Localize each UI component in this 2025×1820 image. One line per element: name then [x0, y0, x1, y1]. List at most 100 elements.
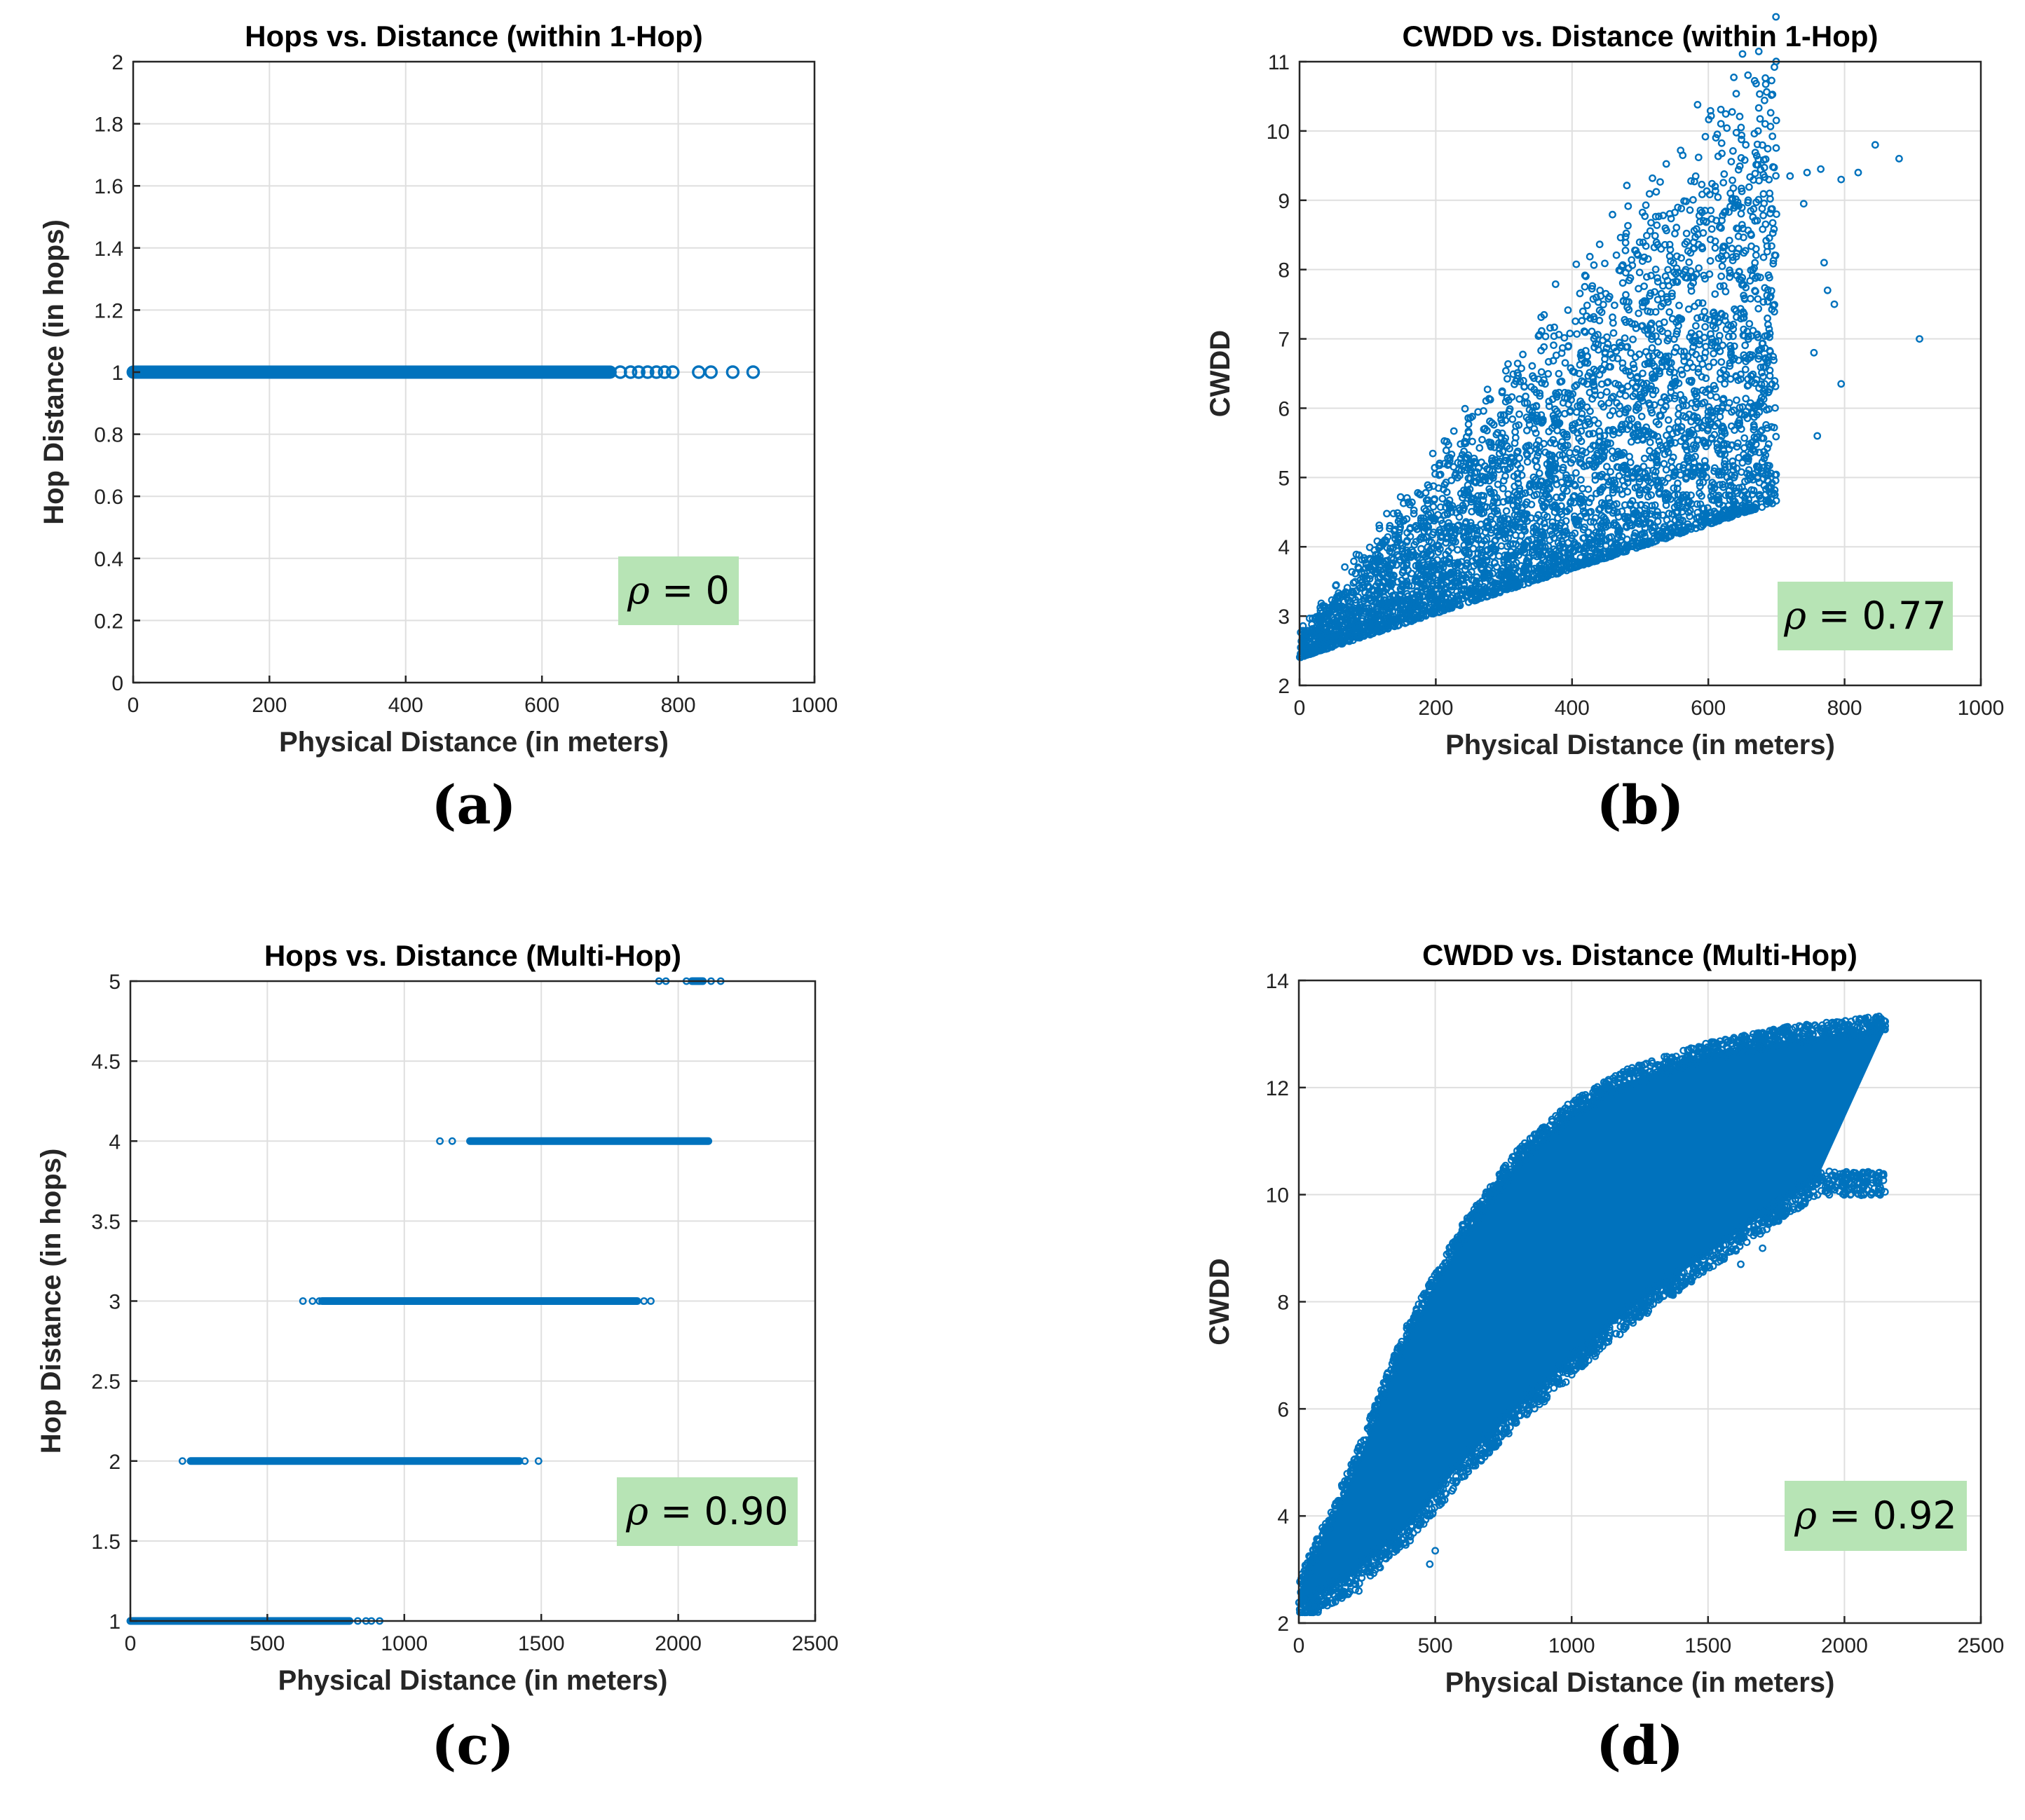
- x-tick-label: 1000: [1958, 697, 2005, 720]
- y-tick-label: 2: [109, 1451, 121, 1474]
- y-tick-label: 4: [109, 1130, 121, 1154]
- data-point: [1591, 514, 1600, 522]
- data-point: [649, 365, 664, 379]
- data-point: [1518, 364, 1526, 372]
- data-point: [1541, 380, 1549, 388]
- y-tick-label: 9: [1278, 190, 1290, 213]
- data-point: [1711, 422, 1719, 430]
- y-tick-label: 4.5: [91, 1051, 121, 1074]
- data-point: [1386, 521, 1394, 530]
- data-point: [1717, 272, 1726, 280]
- data-point: [1714, 254, 1723, 262]
- data-point: [1678, 370, 1686, 378]
- data-point: [1714, 152, 1722, 160]
- y-tick-label: 1.6: [94, 175, 123, 198]
- data-point: [641, 365, 655, 379]
- data-point: [1496, 411, 1505, 419]
- data-point: [1726, 362, 1734, 370]
- data-point: [1728, 245, 1736, 252]
- data-point: [1654, 296, 1662, 303]
- data-point: [1627, 349, 1635, 357]
- data-point: [1668, 289, 1676, 297]
- data-point: [1747, 242, 1756, 250]
- x-tick-label: 0: [128, 694, 139, 717]
- data-point: [1753, 140, 1761, 149]
- data-point: [1718, 262, 1726, 271]
- data-point: [1685, 498, 1693, 506]
- data-point: [1631, 320, 1639, 328]
- data-point: [1410, 506, 1418, 514]
- data-point: [1729, 184, 1738, 192]
- x-tick-label: 1000: [791, 694, 838, 717]
- y-tick-label: 3.5: [91, 1210, 121, 1233]
- data-point: [1601, 259, 1609, 268]
- data-point: [1551, 280, 1560, 288]
- data-point: [1707, 206, 1715, 214]
- data-point: [1544, 370, 1553, 378]
- y-tick-label: 11: [1268, 51, 1290, 74]
- data-point: [1759, 339, 1767, 348]
- data-point: [1440, 437, 1449, 445]
- data-point: [1669, 453, 1677, 461]
- data-point: [1621, 367, 1630, 375]
- data-point: [1572, 260, 1581, 268]
- y-tick-label: 3: [109, 1291, 121, 1314]
- x-tick-label: 0: [125, 1632, 137, 1655]
- data-point: [1687, 491, 1695, 500]
- data-point: [1571, 469, 1580, 477]
- data-point: [1754, 196, 1763, 204]
- data-point: [1657, 289, 1665, 298]
- y-tick-label: 1.5: [91, 1531, 121, 1554]
- data-point: [1766, 109, 1775, 117]
- data-point: [1464, 429, 1473, 437]
- data-point: [666, 365, 680, 379]
- data-point: [1586, 252, 1594, 261]
- y-tick-label: 1: [109, 1610, 121, 1634]
- data-point: [1748, 491, 1757, 498]
- data-point: [1649, 174, 1656, 182]
- data-point: [1754, 295, 1762, 303]
- data-point: [1577, 427, 1586, 435]
- subfigure-caption: (c): [431, 1714, 514, 1777]
- data-point: [657, 365, 671, 379]
- data-point: [1646, 446, 1654, 455]
- data-point: [1711, 337, 1719, 345]
- data-point: [1530, 425, 1539, 433]
- data-point: [1764, 271, 1773, 279]
- data-point: [1768, 132, 1777, 140]
- data-point: [1727, 158, 1736, 166]
- data-point: [1710, 350, 1718, 357]
- data-point: [725, 365, 740, 379]
- data-point: [1457, 466, 1466, 474]
- x-tick-label: 600: [1691, 697, 1726, 720]
- chart-a: 0 200 400 600 800 100000.20.40.60.811.21.41.6…: [39, 20, 838, 836]
- data-point: [1646, 292, 1654, 300]
- data-point: [1361, 589, 1370, 596]
- data-point: [1626, 371, 1635, 380]
- y-tick-label: 0.8: [94, 424, 123, 447]
- data-point: [1655, 212, 1663, 221]
- data-point: [1729, 332, 1737, 341]
- rho-symbol: ρ: [1783, 594, 1806, 638]
- data-point: [1588, 285, 1596, 293]
- data-point: [1716, 282, 1724, 290]
- data-point: [1651, 288, 1659, 296]
- data-point: [704, 365, 718, 379]
- y-tick-label: 5: [109, 971, 121, 994]
- data-point: [1473, 468, 1481, 477]
- subfigure-caption: (a): [431, 774, 516, 836]
- data-point: [1689, 196, 1697, 204]
- data-point: [1723, 124, 1731, 132]
- data-point: [1618, 359, 1627, 367]
- data-point: [1675, 463, 1684, 471]
- data-point: [1721, 110, 1730, 118]
- x-tick-label: 400: [388, 694, 423, 717]
- data-point: [1646, 227, 1654, 235]
- data-point: [1768, 306, 1776, 313]
- y-tick-label: 5: [1278, 467, 1290, 490]
- data-point: [1754, 355, 1763, 363]
- data-point: [1618, 279, 1627, 287]
- data-point: [1621, 246, 1630, 254]
